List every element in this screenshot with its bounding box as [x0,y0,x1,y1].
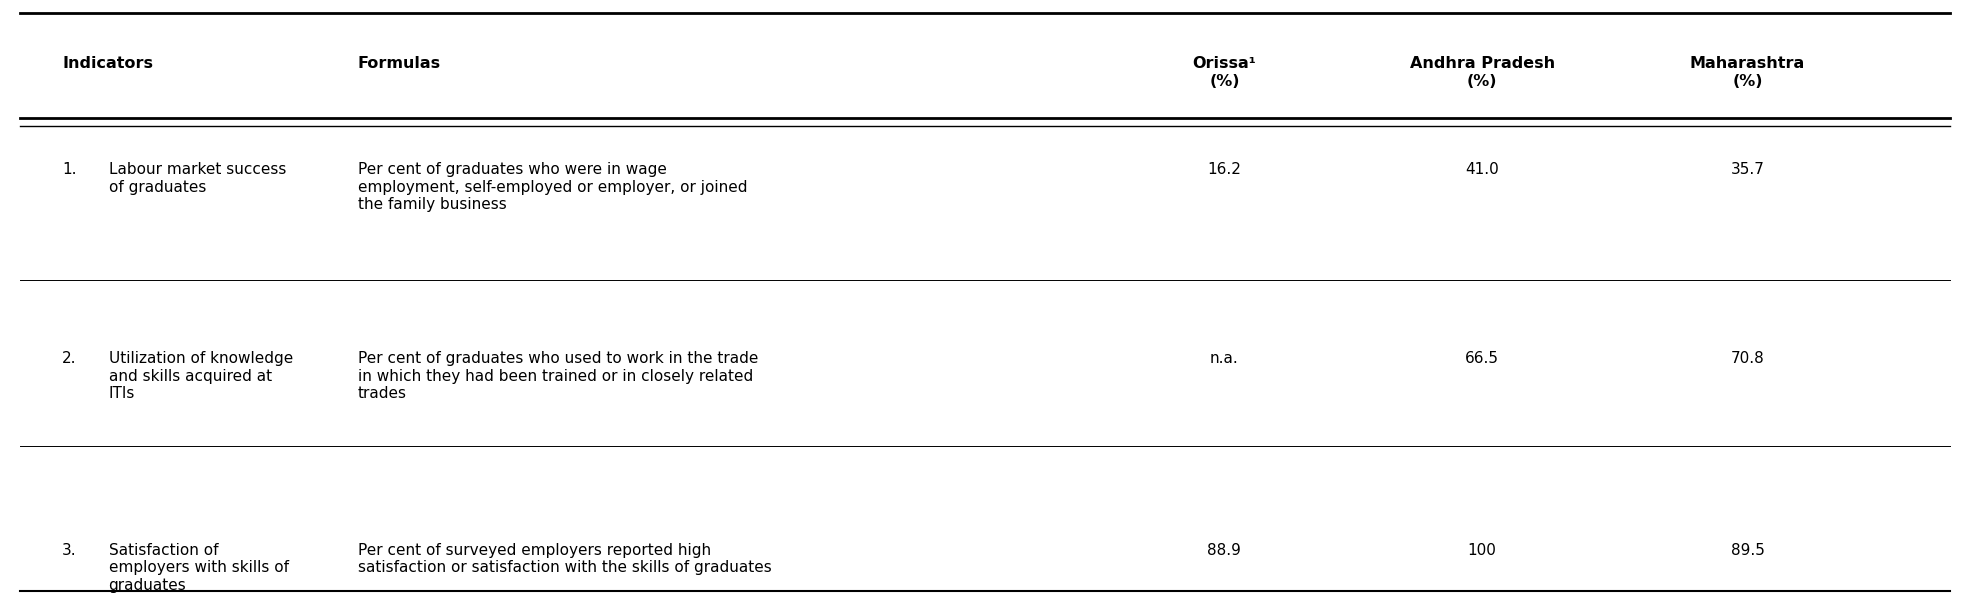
Text: Per cent of graduates who were in wage
employment, self-employed or employer, or: Per cent of graduates who were in wage e… [359,163,747,212]
Text: 70.8: 70.8 [1732,351,1765,366]
Text: 100: 100 [1468,543,1497,558]
Text: 16.2: 16.2 [1208,163,1241,178]
Text: Labour market success
of graduates: Labour market success of graduates [108,163,286,195]
Text: n.a.: n.a. [1210,351,1239,366]
Text: 2.: 2. [63,351,77,366]
Text: Per cent of surveyed employers reported high
satisfaction or satisfaction with t: Per cent of surveyed employers reported … [359,543,772,576]
Text: Satisfaction of
employers with skills of
graduates: Satisfaction of employers with skills of… [108,543,288,593]
Text: Formulas: Formulas [359,56,441,71]
Text: 66.5: 66.5 [1466,351,1499,366]
Text: Andhra Pradesh
(%): Andhra Pradesh (%) [1411,56,1554,88]
Text: Indicators: Indicators [63,56,154,71]
Text: 41.0: 41.0 [1466,163,1499,178]
Text: 35.7: 35.7 [1732,163,1765,178]
Text: 88.9: 88.9 [1208,543,1241,558]
Text: 1.: 1. [63,163,77,178]
Text: Utilization of knowledge
and skills acquired at
ITIs: Utilization of knowledge and skills acqu… [108,351,294,401]
Text: 89.5: 89.5 [1732,543,1765,558]
Text: Per cent of graduates who used to work in the trade
in which they had been train: Per cent of graduates who used to work i… [359,351,758,401]
Text: Orissa¹
(%): Orissa¹ (%) [1192,56,1257,88]
Text: Maharashtra
(%): Maharashtra (%) [1690,56,1805,88]
Text: 3.: 3. [63,543,77,558]
